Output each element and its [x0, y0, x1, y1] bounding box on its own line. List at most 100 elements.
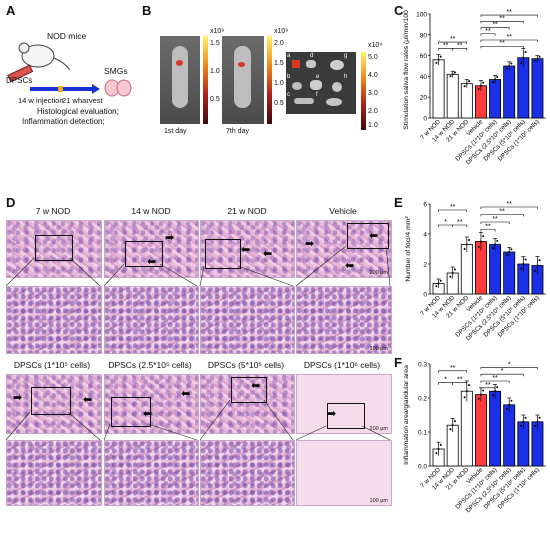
data-point: [494, 243, 497, 246]
significance-bracket: [480, 373, 524, 377]
data-point: [524, 258, 527, 261]
arrow-icon: ➡: [305, 238, 315, 250]
significance-mark: **: [492, 216, 498, 223]
significance-bracket: [480, 380, 510, 383]
bar: [531, 58, 544, 119]
histology-image: ⬅: [200, 374, 295, 434]
panel-letter-c: C: [394, 3, 404, 18]
panel-letter-f: F: [394, 355, 402, 370]
bar: [460, 390, 473, 467]
significance-mark: **: [457, 377, 463, 384]
arrow-icon: ⬅: [83, 394, 93, 406]
significance-bracket: [480, 229, 496, 232]
data-point: [479, 84, 482, 87]
colorbar-3-tick: 1.0: [368, 122, 378, 129]
bar: [460, 83, 473, 119]
data-point: [435, 285, 438, 288]
timeline-marker: [58, 86, 63, 92]
histology-label: Vehicle: [329, 206, 357, 216]
organ-letter: c: [287, 92, 290, 98]
significance-bracket: [438, 209, 468, 212]
timeline-arrow-icon: [92, 84, 100, 94]
y-tick-label: 0.3: [418, 362, 427, 369]
data-point: [463, 248, 466, 250]
data-point: [465, 390, 468, 393]
data-point: [510, 399, 513, 402]
y-tick-label: 0: [423, 292, 427, 299]
colorbar-2-tick: 1.5: [274, 60, 284, 67]
data-point: [482, 81, 485, 84]
significance-bracket: [480, 214, 524, 217]
significance-mark: **: [450, 204, 456, 211]
arrow-icon: ➡: [13, 392, 23, 404]
arrow-icon: ⬅: [251, 380, 261, 392]
data-point: [482, 389, 485, 392]
data-point: [451, 424, 454, 427]
cells-label: DPSCs: [6, 76, 33, 85]
colorbar-2-tick: 0.5: [274, 100, 284, 107]
colorbar-3-tick: 2.0: [368, 108, 378, 115]
histology-label: 7 w NOD: [35, 206, 71, 216]
significance-mark: **: [457, 42, 463, 49]
significance-mark: **: [506, 34, 512, 41]
data-point: [449, 275, 452, 278]
arrow-icon: ⬅: [241, 244, 251, 256]
data-point: [508, 251, 511, 253]
data-point: [491, 247, 494, 250]
colorbar-2: [267, 36, 272, 124]
significance-mark: **: [443, 42, 449, 49]
colorbar-1-tick: 0.5: [210, 96, 220, 103]
arrow-icon: ⬅: [369, 230, 379, 242]
bar: [489, 244, 502, 295]
histology-image: [6, 220, 102, 278]
mouse-label: NOD mice: [47, 31, 87, 41]
data-point: [468, 80, 471, 83]
histology-zoom-image: [6, 286, 102, 354]
data-point: [453, 71, 456, 74]
panel-letter-a: A: [6, 3, 16, 18]
organ-letter: d: [310, 53, 314, 59]
data-point: [505, 253, 508, 256]
zoom-connectors: [5, 245, 391, 441]
significance-bracket: [480, 387, 496, 390]
data-point: [463, 85, 466, 88]
arrow-icon: ⬅: [181, 388, 191, 400]
significance-mark: **: [506, 201, 512, 208]
colorbar-2-tick: 1.0: [274, 80, 284, 87]
significance-bracket: [480, 367, 538, 370]
histology-label: DPSCs (5*10⁵ cells): [207, 360, 285, 370]
arrow-icon: ➡: [165, 232, 175, 244]
significance-mark: **: [485, 224, 491, 231]
data-point: [534, 269, 537, 272]
histology-zoom-image: 100 μm: [296, 286, 392, 354]
outcome-inflammation: Inflammation detection;: [22, 117, 105, 126]
panel-letter-d: D: [6, 195, 16, 210]
panel-letter-b: B: [142, 3, 152, 18]
histology-zoom-image: 100 μm: [296, 440, 392, 506]
significance-bracket: [480, 206, 538, 209]
data-point: [437, 448, 440, 450]
significance-bracket: [438, 41, 468, 45]
significance-bracket: [480, 20, 524, 24]
bar: [489, 390, 502, 467]
data-point: [508, 403, 511, 406]
data-point: [439, 279, 442, 282]
data-point: [465, 82, 468, 85]
y-tick-label: 2: [423, 262, 427, 269]
histology-image: ⬅ ⬅: [104, 374, 199, 434]
signal-spot-icon: [238, 62, 245, 67]
data-point: [451, 272, 454, 274]
organ-letter: b: [287, 74, 291, 80]
data-point: [477, 87, 480, 90]
target-label: SMGs: [104, 66, 128, 76]
arrow-icon: ⬅: [263, 248, 273, 260]
data-point: [453, 420, 456, 423]
data-point: [496, 239, 499, 242]
scale-bar: 100 μm: [369, 346, 388, 352]
ivis-image-day7: [222, 36, 264, 124]
y-tick-label: 0.0: [418, 464, 427, 471]
bar: [503, 404, 516, 467]
data-point: [524, 51, 527, 54]
chart-c: 0 20 40 60 80 100 Stimulation saliva flow rate…: [403, 8, 546, 166]
